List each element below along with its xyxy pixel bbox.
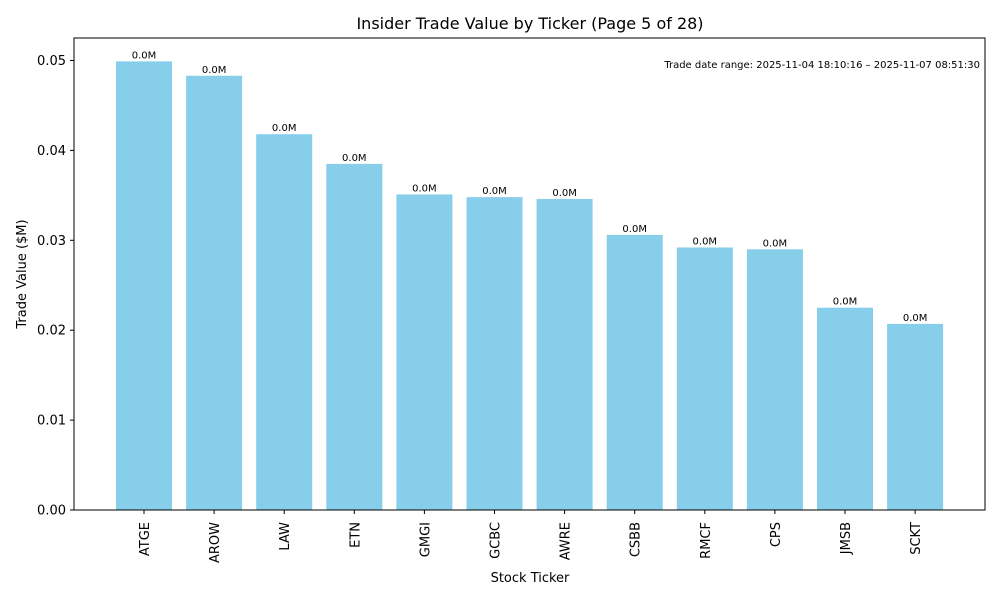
chart-title: Insider Trade Value by Ticker (Page 5 of… — [356, 14, 703, 33]
data-label-etn: 0.0M — [342, 153, 367, 164]
y-tick-label: 0.01 — [37, 414, 66, 429]
y-tick-label: 0.04 — [37, 144, 66, 159]
data-label-jmsb: 0.0M — [833, 297, 858, 308]
x-tick-label-jmsb: JMSB — [839, 522, 854, 555]
bars-layer — [116, 61, 944, 511]
x-tick-label-gcbc: GCBC — [489, 522, 504, 559]
bar-sckt — [887, 323, 944, 510]
bar-gcbc — [466, 197, 523, 510]
x-axis-label: Stock Ticker — [491, 571, 570, 586]
y-axis-label: Trade Value ($M) — [15, 219, 30, 329]
x-tick-label-csbb: CSBB — [629, 522, 644, 557]
bar-etn — [326, 163, 383, 510]
x-axis: ATGE AROW LAW ETN GMGI GCBC AWRE CSBB RMCF CPS JMS… — [138, 510, 924, 563]
data-label-sckt: 0.0M — [903, 313, 928, 324]
x-tick-label-rmcf: RMCF — [699, 522, 714, 559]
x-tick-label-gmgi: GMGI — [418, 522, 433, 557]
x-tick-label-etn: ETN — [348, 522, 363, 548]
bar-arow — [186, 75, 243, 510]
y-axis: 0.00 0.01 0.02 0.03 0.04 0.05 — [37, 54, 74, 519]
bar-atge — [116, 61, 172, 510]
x-tick-label-arow: AROW — [208, 522, 223, 563]
bar-csbb — [606, 234, 663, 510]
bar-gmgi — [396, 194, 453, 510]
data-label-gcbc: 0.0M — [482, 186, 507, 197]
data-label-awre: 0.0M — [552, 188, 577, 199]
x-tick-label-cps: CPS — [769, 522, 784, 547]
x-tick-label-sckt: SCKT — [909, 522, 924, 555]
y-tick-label: 0.00 — [37, 504, 66, 519]
y-tick-label: 0.03 — [37, 234, 66, 249]
bar-law — [256, 134, 313, 510]
data-label-gmgi: 0.0M — [412, 183, 437, 194]
date-range-annotation: Trade date range: 2025-11-04 18:10:16 – … — [663, 60, 980, 71]
data-label-rmcf: 0.0M — [693, 236, 718, 247]
data-label-csbb: 0.0M — [622, 224, 647, 235]
data-label-cps: 0.0M — [763, 238, 788, 249]
data-label-law: 0.0M — [272, 123, 297, 134]
bar-rmcf — [676, 247, 733, 511]
bar-awre — [536, 198, 593, 510]
bar-cps — [746, 249, 803, 510]
x-tick-label-awre: AWRE — [559, 522, 574, 560]
data-labels-layer: 0.0M 0.0M 0.0M 0.0M 0.0M 0.0M 0.0M 0.0M 0.0M 0.0M… — [132, 50, 928, 324]
y-tick-label: 0.02 — [37, 324, 66, 339]
x-tick-label-law: LAW — [278, 522, 293, 551]
x-tick-label-atge: ATGE — [138, 522, 153, 556]
plot-frame — [73, 37, 986, 511]
data-label-atge: 0.0M — [132, 50, 157, 61]
y-tick-label: 0.05 — [37, 54, 66, 69]
bar-jmsb — [817, 307, 873, 510]
data-label-arow: 0.0M — [202, 65, 227, 76]
